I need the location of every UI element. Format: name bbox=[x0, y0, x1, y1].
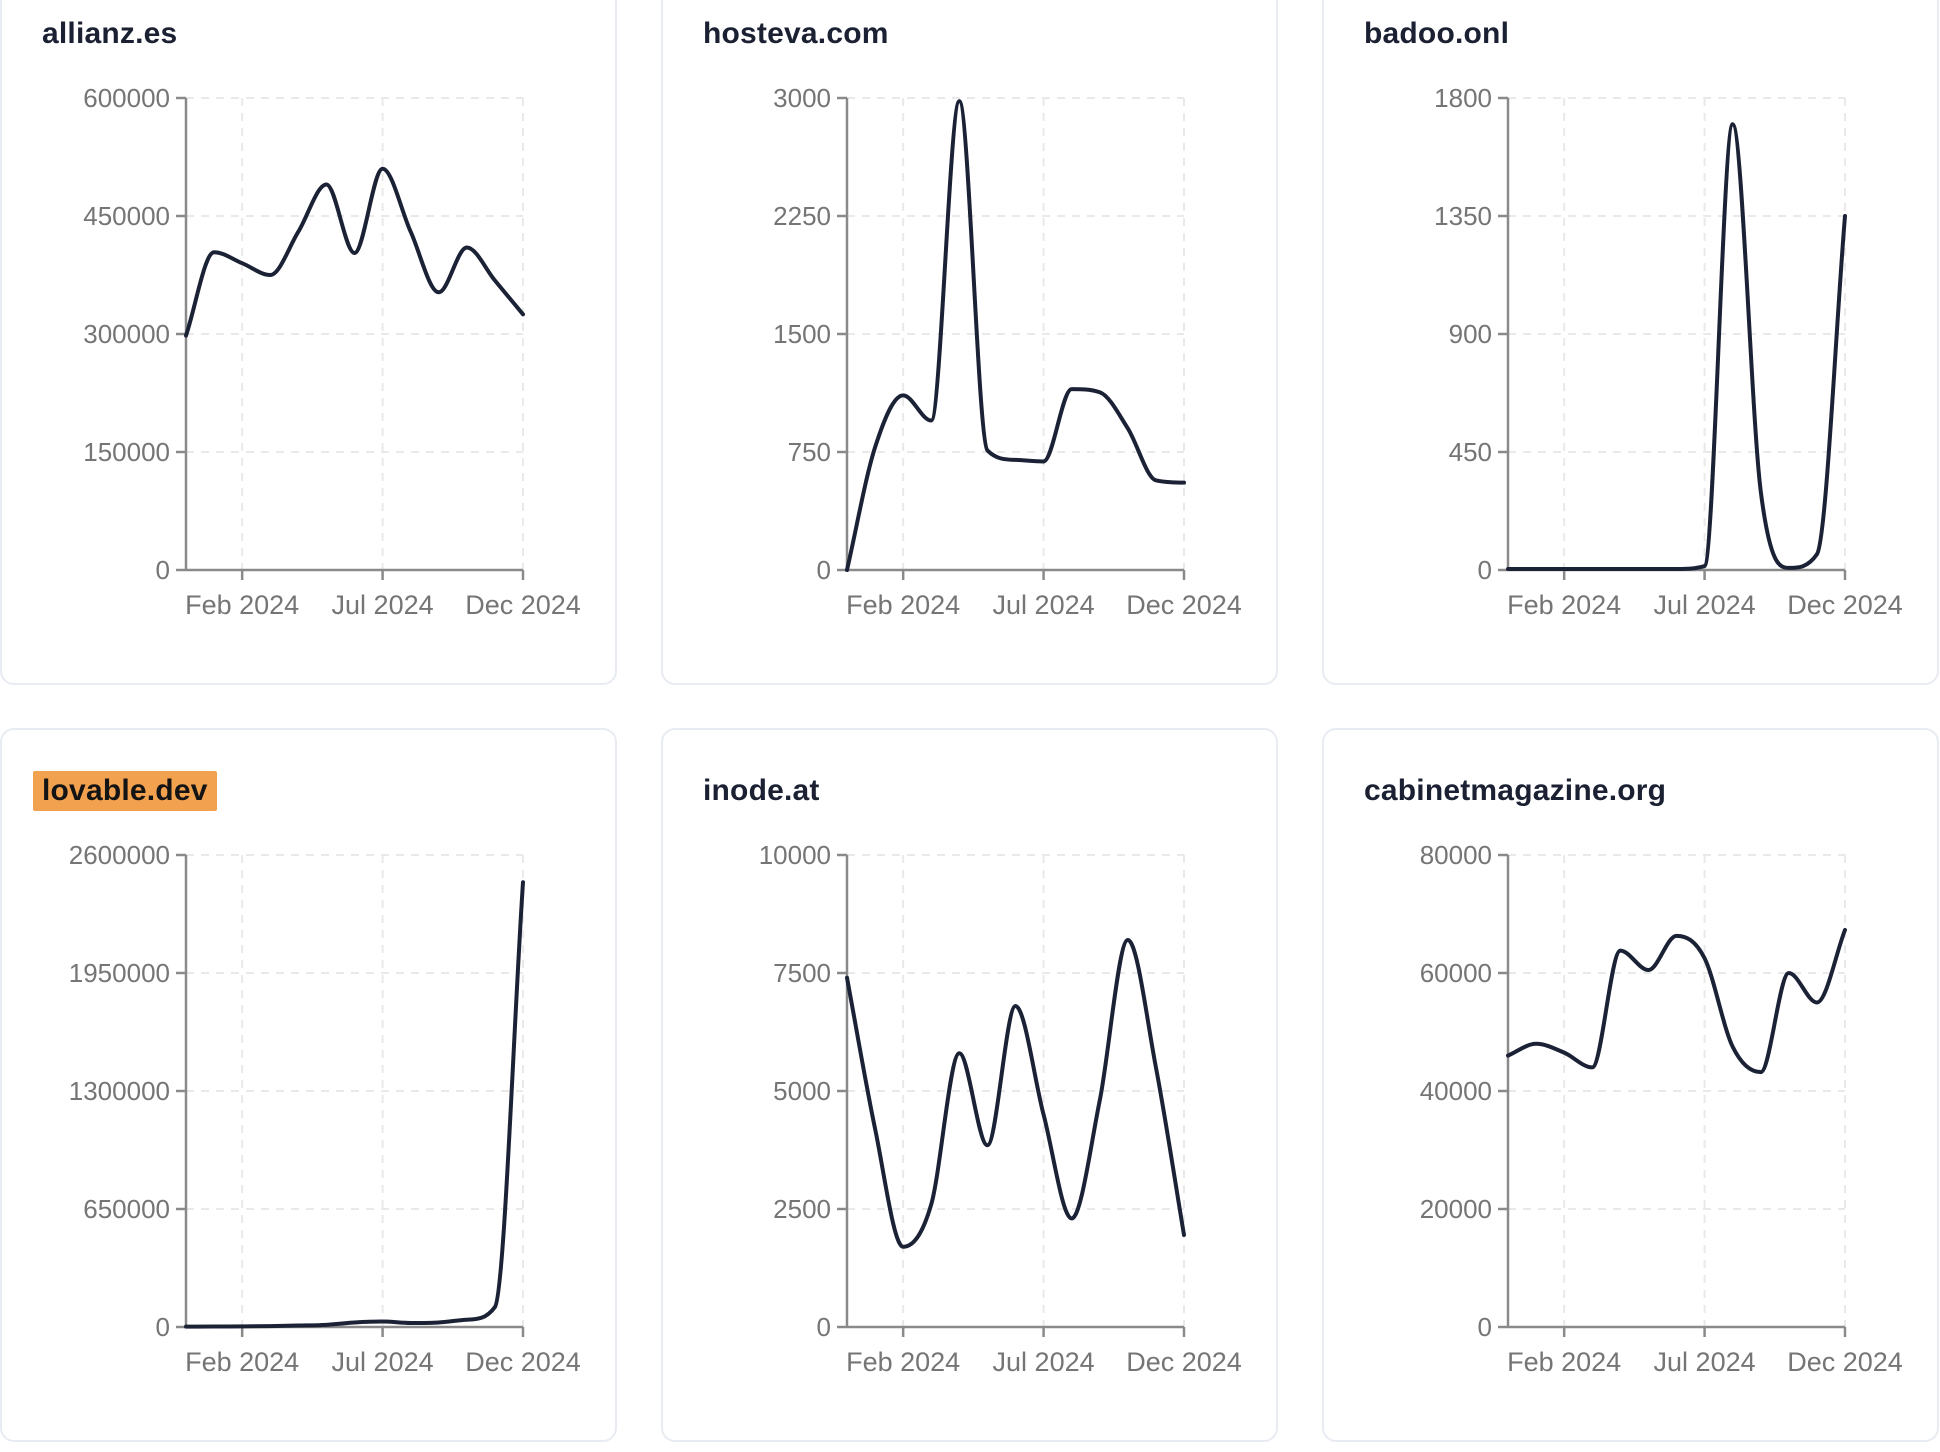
chart-title-text[interactable]: inode.at bbox=[703, 774, 820, 807]
axes bbox=[1498, 853, 1847, 1337]
series-line bbox=[1506, 927, 1847, 1075]
chart-title: cabinetmagazine.org bbox=[1364, 774, 1666, 808]
line-chart: 0 150000 300000 450000 600000 Feb 2024 Jul 202… bbox=[83, 83, 581, 620]
x-axis-tick-label: Dec 2024 bbox=[465, 1347, 581, 1377]
chart-card: badoo.onl 0 450 900 1350 1800 Feb 2024 Jul 2024… bbox=[1322, 0, 1939, 685]
x-axis-tick-label: Feb 2024 bbox=[1507, 590, 1621, 620]
x-axis-tick-label: Feb 2024 bbox=[846, 1347, 960, 1377]
y-axis-tick-label: 0 bbox=[817, 555, 831, 585]
line-chart: 0 2500 5000 7500 10000 Feb 2024 Jul 2024 Dec 20… bbox=[759, 840, 1242, 1377]
x-axis-tick-label: Jul 2024 bbox=[332, 590, 434, 620]
x-axis-tick-label: Dec 2024 bbox=[1126, 590, 1242, 620]
chart-card: hosteva.com 0 750 1500 2250 3000 Feb 2024 Jul 2… bbox=[661, 0, 1278, 685]
x-axis-tick-label: Feb 2024 bbox=[185, 590, 299, 620]
y-axis-tick-label: 1500 bbox=[773, 319, 831, 349]
chart-title: inode.at bbox=[703, 774, 820, 808]
y-axis-tick-label: 450 bbox=[1449, 437, 1492, 467]
x-axis-tick-label: Feb 2024 bbox=[1507, 1347, 1621, 1377]
axes bbox=[176, 853, 525, 1337]
y-axis-tick-label: 300000 bbox=[83, 319, 170, 349]
y-axis-tick-label: 2600000 bbox=[69, 840, 170, 870]
y-axis-tick-label: 750 bbox=[788, 437, 831, 467]
chart-title: lovable.dev bbox=[33, 771, 217, 811]
y-axis-tick-label: 650000 bbox=[83, 1194, 170, 1224]
y-axis-tick-label: 40000 bbox=[1420, 1076, 1492, 1106]
x-axis-tick-label: Jul 2024 bbox=[1654, 1347, 1756, 1377]
y-axis-tick-label: 3000 bbox=[773, 83, 831, 113]
line-chart: 0 450 900 1350 1800 Feb 2024 Jul 2024 Dec 2024 bbox=[1434, 83, 1903, 620]
y-axis-tick-label: 1300000 bbox=[69, 1076, 170, 1106]
y-axis-tick-label: 0 bbox=[156, 1312, 170, 1342]
y-axis-tick-label: 5000 bbox=[773, 1076, 831, 1106]
line-chart: 0 650000 1300000 1950000 2600000 Feb 2024 Jul … bbox=[69, 840, 581, 1377]
chart-title: badoo.onl bbox=[1364, 17, 1509, 51]
chart-title-text[interactable]: hosteva.com bbox=[703, 17, 889, 50]
y-axis-tick-label: 1350 bbox=[1434, 201, 1492, 231]
gridlines bbox=[847, 97, 1185, 570]
y-axis-tick-label: 60000 bbox=[1420, 958, 1492, 988]
y-axis-tick-label: 2500 bbox=[773, 1194, 831, 1224]
chart-card: cabinetmagazine.org 0 20000 40000 60000 80000… bbox=[1322, 728, 1939, 1442]
chart-title: hosteva.com bbox=[703, 17, 889, 51]
y-axis-tick-label: 600000 bbox=[83, 83, 170, 113]
x-axis-tick-label: Dec 2024 bbox=[1787, 1347, 1903, 1377]
series-line bbox=[845, 937, 1186, 1249]
x-axis-tick-label: Feb 2024 bbox=[846, 590, 960, 620]
axes bbox=[176, 96, 525, 580]
x-axis-tick-label: Jul 2024 bbox=[332, 1347, 434, 1377]
chart-card: inode.at 0 2500 5000 7500 10000 Feb 2024 Jul 20… bbox=[661, 728, 1278, 1442]
y-axis-tick-label: 1800 bbox=[1434, 83, 1492, 113]
y-axis-tick-label: 0 bbox=[1478, 1312, 1492, 1342]
gridlines bbox=[186, 854, 524, 1327]
y-axis-tick-label: 7500 bbox=[773, 958, 831, 988]
chart-card: lovable.dev 0 650000 1300000 1950000 2600000 F… bbox=[0, 728, 617, 1442]
y-axis-tick-label: 0 bbox=[817, 1312, 831, 1342]
chart-card: allianz.es 0 150000 300000 450000 600000 Feb 2… bbox=[0, 0, 617, 685]
y-axis-tick-label: 2250 bbox=[773, 201, 831, 231]
line-chart: 0 750 1500 2250 3000 Feb 2024 Jul 2024 Dec 2024 bbox=[773, 83, 1242, 620]
y-axis-tick-label: 0 bbox=[1478, 555, 1492, 585]
x-axis-tick-label: Dec 2024 bbox=[1126, 1347, 1242, 1377]
chart-title-text[interactable]: badoo.onl bbox=[1364, 17, 1510, 50]
y-axis-tick-label: 900 bbox=[1449, 319, 1492, 349]
gridlines bbox=[847, 854, 1185, 1327]
chart-title-text-highlighted[interactable]: lovable.dev bbox=[33, 771, 217, 811]
y-axis-tick-label: 10000 bbox=[759, 840, 831, 870]
x-axis-tick-label: Feb 2024 bbox=[185, 1347, 299, 1377]
gridlines bbox=[1508, 97, 1846, 570]
x-axis-tick-label: Dec 2024 bbox=[465, 590, 581, 620]
x-axis-tick-label: Dec 2024 bbox=[1787, 590, 1903, 620]
x-axis-tick-label: Jul 2024 bbox=[993, 1347, 1095, 1377]
x-axis-tick-label: Jul 2024 bbox=[993, 590, 1095, 620]
series-line bbox=[1506, 122, 1847, 571]
y-axis-tick-label: 150000 bbox=[83, 437, 170, 467]
y-axis-tick-label: 0 bbox=[156, 555, 170, 585]
gridlines bbox=[186, 97, 524, 570]
y-axis-tick-label: 450000 bbox=[83, 201, 170, 231]
axes bbox=[1498, 96, 1847, 580]
y-axis-tick-label: 80000 bbox=[1420, 840, 1492, 870]
x-axis-tick-label: Jul 2024 bbox=[1654, 590, 1756, 620]
chart-title: allianz.es bbox=[42, 17, 177, 51]
line-chart: 0 20000 40000 60000 80000 Feb 2024 Jul 2024 Dec… bbox=[1420, 840, 1903, 1377]
axes bbox=[837, 96, 1186, 580]
axes bbox=[837, 853, 1186, 1337]
chart-title-text[interactable]: allianz.es bbox=[42, 17, 178, 50]
y-axis-tick-label: 1950000 bbox=[69, 958, 170, 988]
series-line bbox=[845, 99, 1186, 572]
series-line bbox=[184, 166, 525, 338]
y-axis-tick-label: 20000 bbox=[1420, 1194, 1492, 1224]
chart-title-text[interactable]: cabinetmagazine.org bbox=[1364, 774, 1667, 807]
gridlines bbox=[1508, 854, 1846, 1327]
series-line bbox=[184, 880, 525, 1329]
